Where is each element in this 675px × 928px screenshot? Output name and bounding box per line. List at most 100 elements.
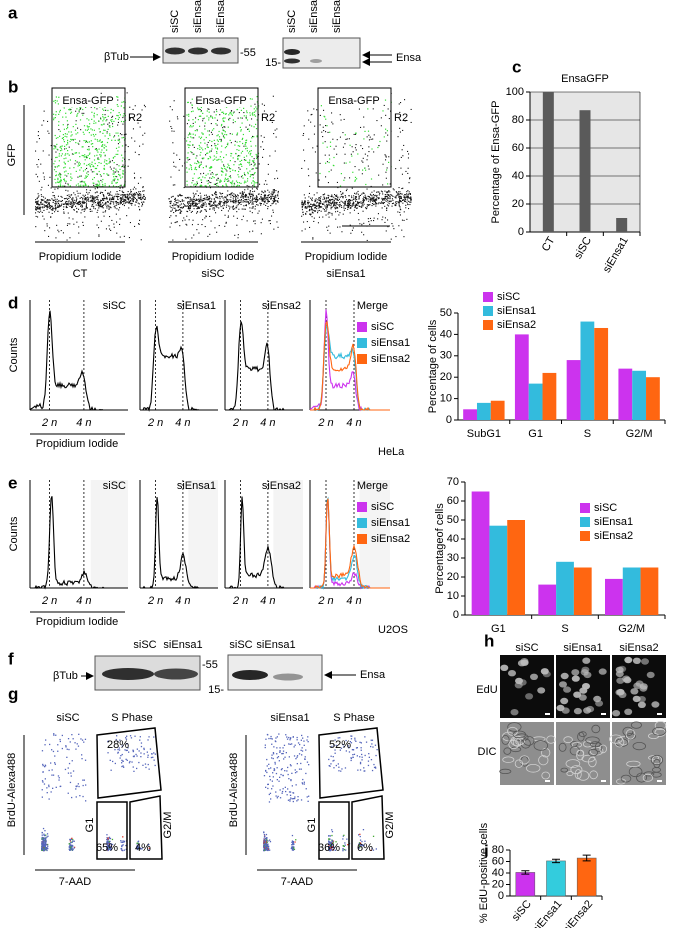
dot [326,197,327,198]
dot [250,176,251,177]
dot [179,194,180,195]
dot [282,747,283,748]
dot [215,201,216,202]
dot [340,191,341,192]
dot [233,216,234,217]
dot [80,204,81,205]
dot [378,175,379,176]
dot [195,203,196,204]
x-tick-label: 4 n [76,417,91,429]
dot [292,785,293,786]
dot [304,783,305,784]
y-tick-label: 40 [447,533,459,545]
dot [375,203,376,204]
dot [72,201,73,202]
dot [77,785,78,786]
dot [240,161,241,162]
dot [43,837,44,838]
dot [253,136,254,137]
lane-label: siEnsa2 [331,0,343,33]
dot [65,117,66,118]
dot [123,115,124,116]
dot [106,228,107,229]
dot [317,192,318,193]
dot [86,206,87,207]
dot [98,162,99,163]
dot [198,195,199,196]
dot [239,155,240,156]
dot [45,739,46,740]
gate-label: Ensa-GFP [62,95,113,107]
dot [189,169,190,170]
dot [208,142,209,143]
dot [128,191,129,192]
dot [169,217,170,218]
dot [109,125,110,126]
dot [402,174,403,175]
gate-label: Ensa-GFP [328,95,379,107]
dot [218,134,219,135]
dot [93,183,94,184]
dot [302,209,303,210]
dot [100,174,101,175]
dot [135,205,136,206]
dot [212,130,213,131]
dot [392,200,393,201]
dot [375,206,376,207]
dot [269,155,270,156]
dot [191,201,192,202]
blot-label: βTub [104,51,129,63]
dot [294,798,295,799]
dot [194,169,195,170]
dot [71,178,72,179]
dot [256,128,257,129]
dot [388,108,389,109]
dot [153,736,154,737]
dot [332,201,333,202]
dot [270,205,271,206]
dot [56,203,57,204]
dot [245,142,246,143]
dot [261,135,262,136]
dot [88,146,89,147]
dot [379,193,380,194]
dot [84,216,85,217]
dot [223,164,224,165]
dot [402,130,403,131]
dot [188,134,189,135]
dot [372,201,373,202]
dot [114,178,115,179]
dot [360,195,361,196]
dot [322,136,323,137]
dot [88,155,89,156]
dot [194,199,195,200]
dot [251,146,252,147]
dot [192,204,193,205]
dot [250,191,251,192]
dot [94,113,95,114]
dot [97,159,98,160]
dot [209,177,210,178]
dot [323,127,324,128]
dot [350,200,351,201]
dot [72,134,73,135]
dot [385,217,386,218]
dot [54,762,55,763]
dot [171,197,172,198]
dot [187,137,188,138]
dot [44,207,45,208]
dot [57,179,58,180]
dot [109,229,110,230]
dot [120,114,121,115]
dot [233,157,234,158]
dot [138,195,139,196]
dot [128,166,129,167]
dot [65,153,66,154]
bar [641,568,659,616]
gate-label: G1 [84,818,96,833]
dot [213,173,214,174]
dot [221,168,222,169]
dot [371,220,372,221]
histogram-title: siEnsa2 [262,480,301,492]
panel-letter: e [8,473,17,492]
